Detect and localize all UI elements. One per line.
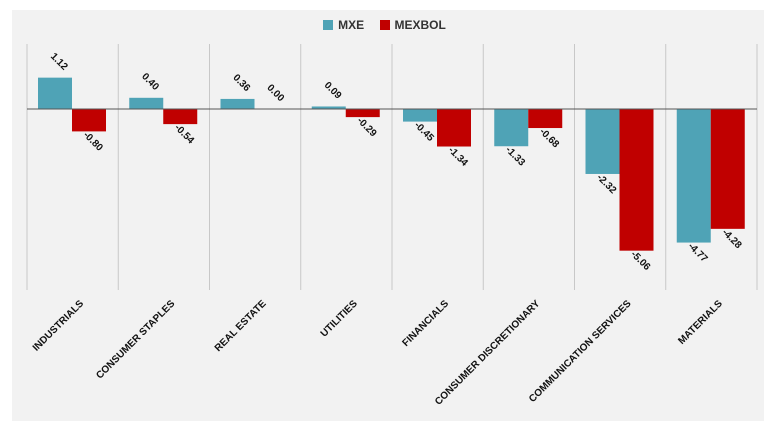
value-label-mxe-materials: -4.77: [686, 241, 710, 265]
category-label-materials: MATERIALS: [676, 298, 725, 347]
category-label-financials: FINANCIALS: [401, 298, 452, 349]
value-label-mxe-industrials: 1.12: [48, 51, 70, 73]
bar-mxe-consumer-staples: [129, 97, 164, 109]
category-label-consumer-discretionary: CONSUMER DISCRETIONARY: [433, 298, 542, 407]
legend-label-mxe: MXE: [338, 18, 365, 32]
bar-mexbol-consumer-staples: [163, 109, 198, 125]
value-label-mexbol-utilities: -0.29: [355, 115, 379, 139]
legend-swatch-mxe: [323, 20, 334, 30]
bar-mexbol-financials: [437, 109, 471, 147]
category-label-real-estate: REAL ESTATE: [213, 298, 269, 354]
value-label-mxe-communication-services: -2.32: [594, 172, 618, 196]
bar-mxe-communication-services: [585, 109, 620, 174]
bar-mexbol-utilities: [345, 109, 380, 118]
bar-mxe-consumer-discretionary: [494, 109, 529, 147]
value-label-mxe-consumer-discretionary: -1.33: [503, 145, 527, 169]
value-label-mexbol-industrials: -0.80: [81, 130, 105, 154]
bar-mxe-utilities: [311, 106, 346, 109]
category-label-communication-services: COMMUNICATION SERVICES: [527, 298, 634, 405]
bar-mexbol-consumer-discretionary: [528, 109, 563, 129]
bar-mxe-materials: [676, 109, 711, 243]
category-label-consumer-staples: CONSUMER STAPLES: [94, 298, 177, 381]
value-label-mxe-financials: -0.45: [412, 120, 436, 144]
bar-mexbol-communication-services: [619, 109, 654, 251]
legend-swatch-mexbol: [379, 20, 390, 30]
bar-mexbol-industrials: [72, 109, 106, 132]
legend-item-mxe: MXE: [323, 18, 364, 32]
bar-mxe-financials: [403, 109, 437, 122]
value-label-mexbol-communication-services: -5.06: [628, 249, 652, 273]
legend-label-mexbol: MEXBOL: [394, 18, 446, 32]
value-label-mexbol-financials: -1.34: [446, 145, 470, 169]
value-label-mexbol-materials: -4.28: [720, 227, 744, 251]
value-label-mxe-utilities: 0.09: [322, 80, 344, 102]
category-label-utilities: UTILITIES: [319, 298, 360, 339]
legend: MXE MEXBOL: [0, 18, 769, 33]
value-label-mxe-real-estate: 0.36: [230, 72, 252, 94]
bar-mxe-industrials: [38, 77, 72, 109]
value-label-mexbol-consumer-discretionary: -0.68: [537, 126, 561, 150]
legend-item-mexbol: MEXBOL: [379, 18, 446, 32]
value-label-mxe-consumer-staples: 0.40: [139, 71, 161, 93]
bar-mexbol-materials: [710, 109, 745, 229]
value-label-mexbol-real-estate: 0.00: [264, 82, 286, 104]
value-label-mexbol-consumer-staples: -0.54: [172, 122, 196, 146]
bar-mxe-real-estate: [220, 98, 255, 109]
category-label-industrials: INDUSTRIALS: [31, 298, 87, 354]
